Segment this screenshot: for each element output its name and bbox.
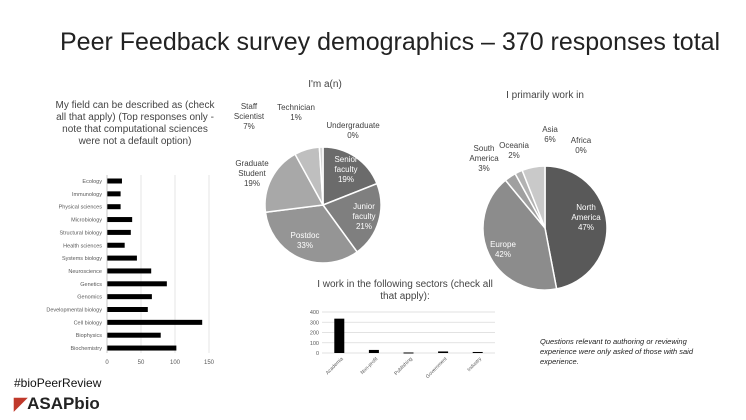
- slice-label: South: [474, 144, 495, 153]
- category-label: Developmental biology: [46, 308, 102, 314]
- bar: [107, 281, 167, 287]
- slice-label: 0%: [575, 146, 587, 155]
- slice-label: Senior: [334, 155, 357, 164]
- pie-slice: [521, 165, 546, 229]
- bar: [403, 352, 414, 354]
- slice-label: faculty: [334, 165, 357, 174]
- y-tick-label: 300: [310, 320, 319, 326]
- slice-label: Postdoc: [291, 231, 320, 240]
- bar: [107, 255, 137, 261]
- bar: [368, 349, 379, 353]
- region-chart-title: I primarily work in: [506, 90, 584, 101]
- category-label: Industry: [466, 356, 483, 373]
- pie-slice: [482, 179, 558, 291]
- footnote: Questions relevant to authoring or revie…: [540, 337, 694, 366]
- slice-label: America: [469, 154, 499, 163]
- slice-label: Staff: [241, 102, 258, 111]
- category-label: Structural biology: [60, 230, 103, 236]
- category-label: Microbiology: [71, 218, 102, 224]
- slice-label: 1%: [290, 113, 302, 122]
- slice-label: 0%: [347, 131, 359, 140]
- bar: [107, 229, 131, 235]
- category-label: Physical sciences: [59, 205, 103, 211]
- slice-label: 19%: [244, 179, 260, 188]
- slice-label: America: [571, 213, 601, 222]
- bar: [107, 307, 148, 312]
- slice-label: 6%: [544, 135, 556, 144]
- pie-slice: [544, 165, 608, 290]
- pie-slice: [264, 153, 325, 214]
- category-label: Health sciences: [63, 243, 102, 249]
- x-tick-label: 150: [204, 360, 215, 366]
- category-label: Ecology: [82, 179, 102, 185]
- sector-chart-title: I work in the following sectors (check a…: [317, 279, 493, 302]
- y-tick-label: 200: [310, 331, 319, 337]
- category-label: Cell biology: [74, 320, 103, 326]
- x-tick-label: 0: [105, 360, 109, 366]
- slice-label: Europe: [490, 240, 516, 249]
- category-label: Government: [425, 356, 449, 380]
- slice-label: faculty: [352, 212, 375, 221]
- slice-label: Student: [238, 169, 266, 178]
- slice-label: 21%: [356, 222, 372, 231]
- category-label: Systems biology: [62, 256, 102, 262]
- slice-label: Asia: [542, 125, 558, 134]
- slice-label: 42%: [495, 250, 511, 259]
- y-tick-label: 0: [316, 351, 319, 357]
- slice-label: Graduate: [235, 159, 269, 168]
- slice-label: Scientist: [234, 112, 265, 121]
- pie-slice: [321, 182, 382, 253]
- slice-label: North: [576, 203, 596, 212]
- bar: [472, 351, 483, 353]
- bar: [438, 351, 449, 353]
- bar: [107, 294, 152, 300]
- category-label: Publishing: [393, 356, 414, 377]
- category-label: Biochemistry: [71, 346, 103, 352]
- category-label: Neuroscience: [68, 269, 102, 275]
- page-title: Peer Feedback survey demographics – 370 …: [60, 28, 721, 56]
- category-label: Genetics: [80, 282, 102, 288]
- bar: [107, 345, 177, 351]
- slice-label: Technician: [277, 103, 315, 112]
- bar: [107, 191, 121, 197]
- pie-slice: [322, 146, 378, 207]
- bar: [107, 217, 133, 223]
- y-tick-label: 100: [310, 341, 319, 347]
- slice-label: 7%: [243, 122, 255, 131]
- bar: [107, 178, 122, 184]
- slice-label: 33%: [297, 241, 313, 250]
- category-label: Biophysics: [76, 333, 103, 339]
- slice-label: 3%: [478, 164, 490, 173]
- bar: [107, 319, 203, 325]
- category-label: Academia: [325, 356, 345, 376]
- category-label: Non-profit: [360, 356, 380, 376]
- bar: [107, 332, 161, 338]
- bar: [334, 318, 345, 353]
- slice-label: 2%: [508, 151, 520, 160]
- slice-label: Undergraduate: [326, 121, 380, 130]
- x-tick-label: 50: [138, 360, 145, 366]
- y-tick-label: 400: [310, 310, 319, 316]
- slice-label: 47%: [578, 223, 594, 232]
- slice-label: 19%: [338, 175, 354, 184]
- hashtag: #bioPeerReview: [14, 376, 102, 390]
- field-chart-title: My field can be described as (check all …: [55, 100, 215, 147]
- bar: [107, 242, 125, 248]
- pie-slice: [264, 204, 359, 264]
- category-label: Immunology: [72, 192, 102, 198]
- pie-slice: [318, 146, 324, 206]
- slice-label: Junior: [353, 202, 375, 211]
- bar: [107, 204, 121, 210]
- role-chart-title: I'm a(n): [308, 79, 342, 90]
- slice-label: Oceania: [499, 141, 529, 150]
- x-tick-label: 100: [170, 360, 181, 366]
- bar: [107, 268, 152, 274]
- slice-label: Africa: [571, 136, 592, 145]
- category-label: Genomics: [77, 295, 102, 301]
- asapbio-logo: ◤ASAPbio: [14, 394, 100, 413]
